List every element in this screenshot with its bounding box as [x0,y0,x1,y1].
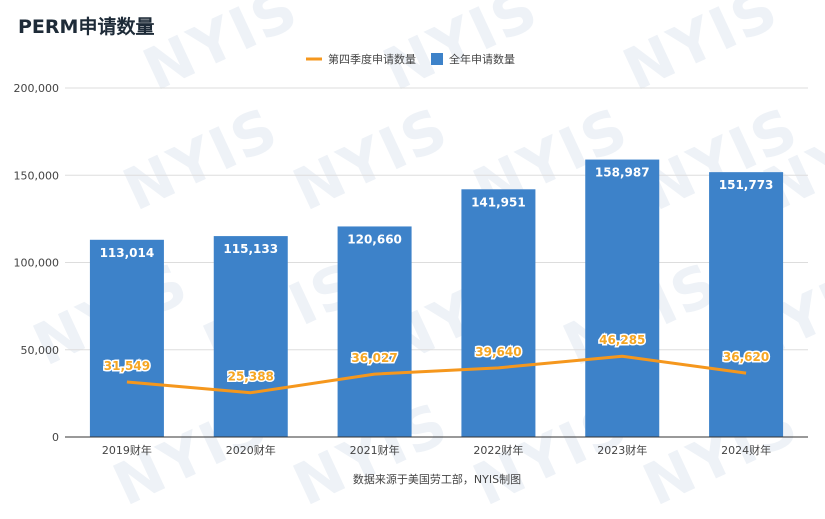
y-tick-label: 50,000 [21,344,60,357]
line-value-label: 36,620 [723,350,769,364]
bar [337,226,412,437]
bar [89,239,164,437]
x-tick-label: 2023财年 [597,443,647,457]
y-tick-label: 100,000 [14,257,60,270]
bar-value-label: 115,133 [223,242,278,256]
legend-label: 全年申请数量 [449,52,515,66]
bar [585,159,660,437]
line-value-label: 46,285 [599,333,645,347]
legend-bar-swatch [431,53,443,65]
bar [213,236,288,437]
bar [709,172,784,437]
bar-value-label: 120,660 [347,232,402,246]
line-value-label: 25,388 [228,370,274,384]
x-tick-label: 2020财年 [226,443,276,457]
x-tick-label: 2024财年 [721,443,771,457]
bar-value-label: 151,773 [719,178,774,192]
quarter-line [126,354,747,395]
y-tick-label: 0 [52,431,59,444]
chart-title: PERM申请数量 [18,16,155,38]
bar-value-label: 141,951 [471,195,526,209]
x-tick-label: 2022财年 [473,443,523,457]
y-tick-label: 150,000 [14,169,60,182]
bar-value-label: 158,987 [595,166,650,180]
line-value-label: 36,027 [351,351,397,365]
line-value-label: 31,549 [104,359,150,373]
source-note: 数据来源于美国劳工部，NYIS制图 [353,472,521,486]
bar-value-label: 113,014 [100,246,155,260]
y-tick-label: 200,000 [14,82,60,95]
chart-plot: 0 50,000 100,000 150,000 200,000 113,014 115,1… [14,52,808,486]
x-tick-label: 2021财年 [350,443,400,457]
line-value-label: 39,640 [475,345,521,359]
bar [461,189,536,437]
legend-label: 第四季度申请数量 [328,52,416,66]
x-tick-label: 2019财年 [102,443,152,457]
